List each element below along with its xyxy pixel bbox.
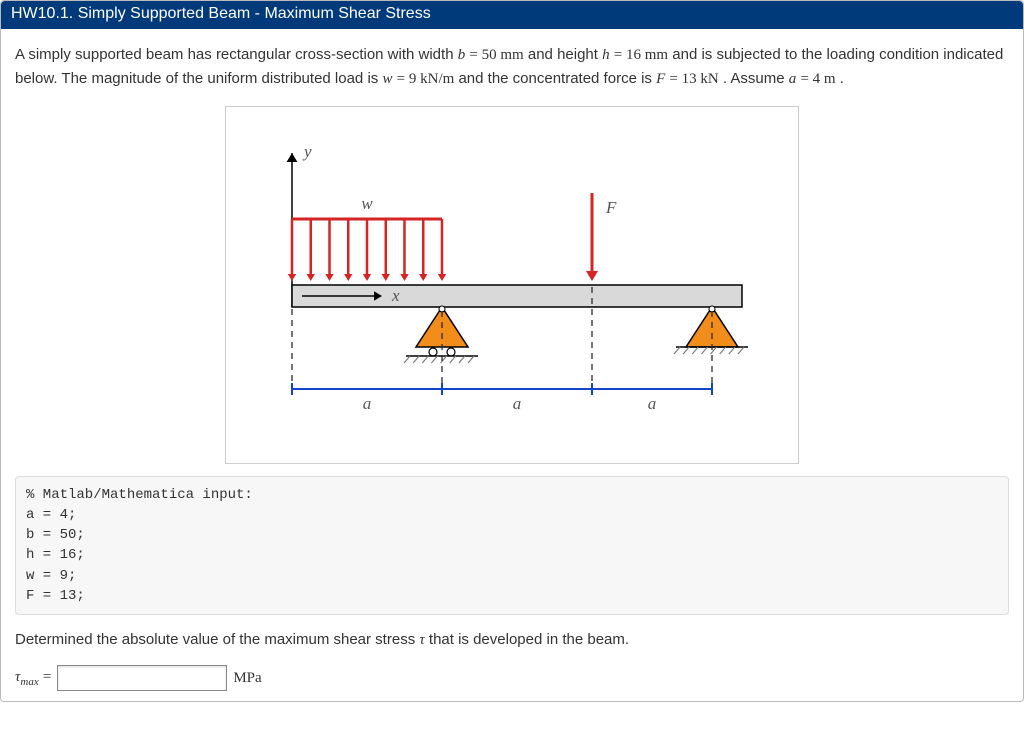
text: that is developed in the beam. — [429, 631, 629, 648]
answer-sub: max — [20, 676, 38, 688]
text: = — [669, 71, 681, 87]
text: = — [800, 71, 812, 87]
svg-text:x: x — [391, 286, 400, 305]
problem-card: HW10.1. Simply Supported Beam - Maximum … — [0, 0, 1024, 702]
tau-max-input[interactable] — [57, 665, 227, 691]
text: Determined the absolute value of the max… — [15, 631, 419, 648]
figure-container: y w Fx a a a — [15, 106, 1009, 464]
svg-text:y: y — [302, 142, 312, 161]
problem-statement: A simply supported beam has rectangular … — [15, 43, 1009, 92]
text: = — [397, 71, 409, 87]
text: . Assume — [723, 70, 789, 87]
answer-row: τmax = MPa — [15, 665, 1009, 691]
val-w: 9 kN/m — [409, 71, 454, 87]
val-a: 4 m — [813, 71, 836, 87]
card-header: HW10.1. Simply Supported Beam - Maximum … — [1, 1, 1023, 29]
beam-diagram: y w Fx a a a — [225, 106, 799, 464]
var-h: h — [602, 47, 610, 63]
beam-svg: y w Fx a a a — [232, 113, 792, 453]
answer-label: τmax = — [15, 668, 51, 688]
card-title: HW10.1. Simply Supported Beam - Maximum … — [11, 5, 431, 22]
var-a: a — [789, 71, 797, 87]
svg-text:F: F — [605, 198, 617, 217]
svg-text:a: a — [513, 394, 522, 413]
val-h: 16 mm — [626, 47, 668, 63]
code-input-block: % Matlab/Mathematica input: a = 4; b = 5… — [15, 476, 1009, 616]
answer-unit: MPa — [233, 670, 261, 687]
text: = — [614, 47, 626, 63]
var-F: F — [656, 71, 665, 87]
text: and height — [528, 46, 602, 63]
var-b: b — [458, 47, 466, 63]
svg-text:a: a — [648, 394, 657, 413]
var-w: w — [382, 71, 392, 87]
card-body: A simply supported beam has rectangular … — [1, 29, 1023, 701]
val-F: 13 kN — [682, 71, 719, 87]
text: . — [840, 70, 844, 87]
text: and the concentrated force is — [458, 70, 656, 87]
text: = — [469, 47, 481, 63]
svg-text:w: w — [361, 194, 373, 213]
text: A simply supported beam has rectangular … — [15, 46, 458, 63]
var-tau: τ — [419, 632, 424, 648]
val-b: 50 mm — [482, 47, 524, 63]
text: = — [43, 669, 51, 685]
svg-text:a: a — [363, 394, 372, 413]
question-text: Determined the absolute value of the max… — [15, 631, 1009, 649]
